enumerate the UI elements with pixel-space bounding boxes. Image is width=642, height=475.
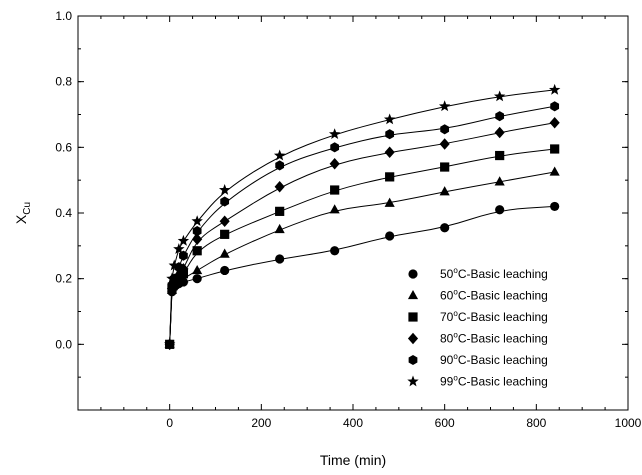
legend-marker-90C bbox=[408, 354, 418, 366]
data-point-80C bbox=[192, 233, 203, 246]
data-point-70C bbox=[220, 229, 230, 239]
data-point-80C bbox=[549, 116, 560, 129]
legend-label-99C: 99oC-Basic leaching bbox=[440, 374, 548, 389]
y-tick-label: 0.0 bbox=[55, 337, 72, 351]
x-tick-label: 600 bbox=[435, 416, 455, 430]
plot-frame bbox=[77, 15, 629, 411]
data-point-99C bbox=[273, 149, 286, 161]
data-point-99C bbox=[218, 184, 231, 195]
data-point-80C bbox=[329, 158, 340, 170]
data-point-80C bbox=[494, 126, 505, 139]
data-point-60C bbox=[192, 264, 203, 275]
data-point-99C bbox=[328, 128, 341, 140]
data-point-60C bbox=[494, 176, 505, 186]
data-point-50C bbox=[192, 274, 202, 284]
legend-label-70C: 70oC-Basic leaching bbox=[440, 309, 548, 324]
y-axis-title-main: X bbox=[13, 214, 29, 224]
data-point-70C bbox=[330, 185, 340, 195]
data-point-60C bbox=[219, 248, 230, 258]
x-tick-label: 200 bbox=[251, 416, 271, 430]
data-point-60C bbox=[439, 186, 450, 196]
data-point-60C bbox=[329, 204, 340, 214]
data-point-80C bbox=[274, 180, 285, 193]
data-point-50C bbox=[385, 231, 395, 241]
x-tick-label: 400 bbox=[343, 416, 363, 430]
data-point-70C bbox=[440, 162, 450, 172]
data-point-90C bbox=[330, 142, 340, 153]
y-tick-label: 0.4 bbox=[55, 206, 72, 220]
fit-line-90C bbox=[169, 105, 555, 345]
x-tick-label: 0 bbox=[166, 416, 173, 430]
legend: 50oC-Basic leaching 60oC-Basic leaching 70… bbox=[407, 266, 548, 389]
data-point-90C bbox=[550, 101, 560, 112]
data-point-90C bbox=[275, 160, 285, 171]
y-tick-label: 0.8 bbox=[55, 75, 72, 89]
x-tick-label: 800 bbox=[526, 416, 546, 430]
y-tick-label: 0.2 bbox=[55, 272, 72, 286]
data-point-50C bbox=[330, 246, 340, 256]
legend-label-90C: 90oC-Basic leaching bbox=[440, 352, 548, 367]
legend-label-50C: 50oC-Basic leaching bbox=[440, 266, 548, 281]
fit-lines bbox=[169, 89, 555, 345]
data-point-99C bbox=[163, 338, 176, 350]
data-point-99C bbox=[438, 100, 451, 112]
legend-marker-80C bbox=[407, 332, 419, 345]
data-point-70C bbox=[275, 206, 285, 216]
data-point-99C bbox=[168, 259, 180, 271]
data-point-60C bbox=[384, 197, 395, 207]
data-point-99C bbox=[493, 90, 506, 102]
x-tick-label: 1000 bbox=[615, 416, 642, 430]
y-tick-label: 1.0 bbox=[55, 9, 72, 23]
legend-label-80C: 80oC-Basic leaching bbox=[440, 331, 548, 346]
legend-marker-99C bbox=[407, 375, 419, 387]
data-point-99C bbox=[173, 243, 185, 254]
data-point-99C bbox=[548, 83, 561, 95]
data-point-90C bbox=[192, 225, 202, 237]
axis-ticks: 0 200 400 600 800 1000 0.0 0.2 0.4 0.6 0.8 1.0 bbox=[55, 9, 641, 430]
data-point-90C bbox=[495, 111, 505, 122]
data-point-99C bbox=[383, 113, 396, 125]
legend-marker-50C bbox=[408, 269, 418, 279]
y-axis-title-sub: Cu bbox=[22, 202, 33, 215]
data-point-60C bbox=[549, 166, 560, 176]
data-point-90C bbox=[220, 196, 230, 207]
data-point-70C bbox=[385, 172, 395, 182]
legend-marker-60C bbox=[407, 289, 419, 300]
data-point-80C bbox=[384, 146, 395, 159]
data-point-50C bbox=[440, 223, 450, 233]
data-point-80C bbox=[439, 138, 450, 150]
data-markers bbox=[163, 83, 561, 351]
legend-marker-70C bbox=[408, 312, 418, 322]
data-point-99C bbox=[177, 234, 190, 246]
data-point-50C bbox=[275, 254, 285, 264]
x-axis-title: Time (min) bbox=[320, 452, 386, 468]
data-point-70C bbox=[192, 246, 202, 256]
data-point-99C bbox=[166, 272, 178, 284]
data-point-50C bbox=[495, 205, 505, 215]
data-point-80C bbox=[219, 215, 230, 227]
data-point-70C bbox=[550, 144, 560, 154]
data-point-70C bbox=[495, 150, 505, 161]
data-point-90C bbox=[385, 129, 395, 140]
data-point-99C bbox=[191, 215, 203, 227]
y-axis-title: XCu bbox=[13, 202, 33, 224]
y-tick-label: 0.6 bbox=[55, 140, 72, 154]
data-point-50C bbox=[220, 265, 230, 276]
data-point-50C bbox=[550, 201, 560, 212]
legend-label-60C: 60oC-Basic leaching bbox=[440, 288, 548, 303]
fit-line-99C bbox=[169, 89, 555, 345]
data-point-60C bbox=[274, 223, 285, 234]
data-point-90C bbox=[440, 124, 450, 135]
